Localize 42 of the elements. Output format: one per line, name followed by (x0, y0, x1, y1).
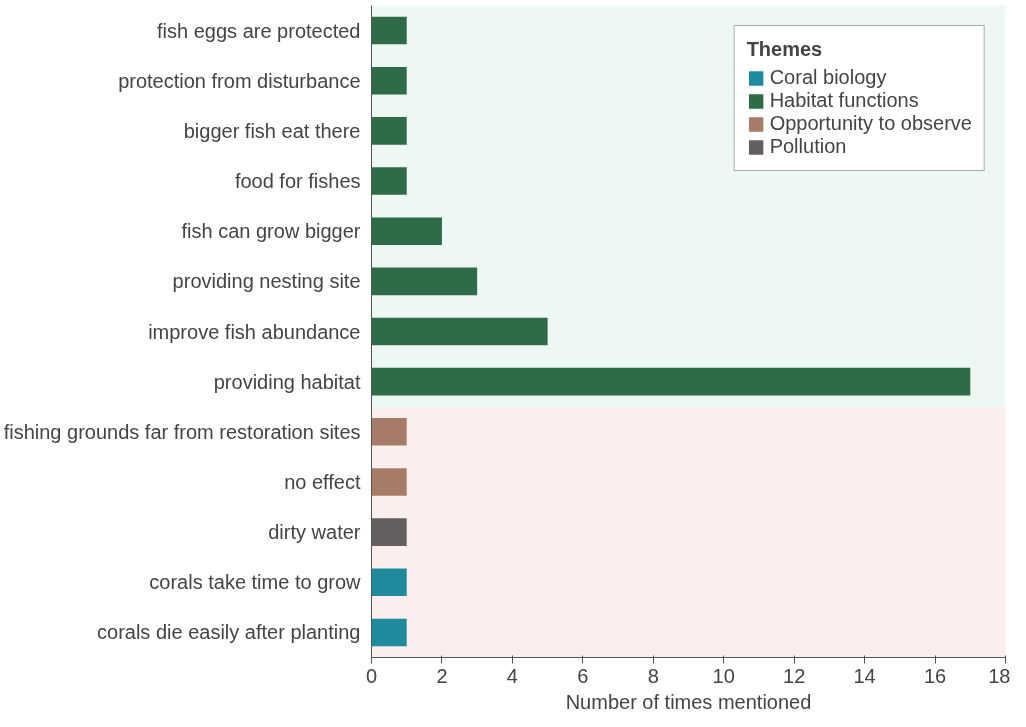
y-tick-label: providing habitat (213, 370, 361, 393)
legend-title: Themes (746, 38, 824, 61)
y-tick-label: bigger fish eat there (183, 119, 361, 142)
y-tick-label: improve fish abundance (148, 320, 361, 343)
y-tick-label: providing nesting site (172, 270, 361, 293)
bar (371, 518, 407, 546)
x-tick-label: 10 (712, 664, 735, 687)
x-axis-title: Number of times mentioned (565, 690, 812, 713)
bar (371, 117, 407, 145)
bar (371, 618, 407, 647)
bar (371, 468, 407, 496)
x-tick-label: 2 (436, 664, 448, 687)
x-tick-label: 16 (923, 664, 947, 687)
x-tick-label: 6 (577, 664, 589, 687)
y-tick-label: food for fishes (234, 170, 361, 193)
legend-label: Habitat functions (769, 89, 919, 112)
y-tick-label: corals die easily after planting (97, 621, 361, 644)
bar (371, 367, 971, 396)
x-tick-label: 8 (647, 664, 659, 687)
x-tick-label: 0 (365, 664, 378, 687)
bar (371, 16, 407, 45)
y-tick-label: fish can grow bigger (181, 220, 361, 243)
x-tick-label: 12 (783, 664, 806, 687)
bar (371, 418, 407, 446)
bar (371, 568, 407, 597)
bar (371, 217, 442, 245)
y-tick-label: protection from disturbance (118, 69, 361, 92)
bar (371, 167, 407, 195)
x-tick-label: 18 (988, 664, 1011, 687)
y-tick-label: fish eggs are protected (157, 19, 361, 42)
legend-label: Coral biology (769, 66, 887, 89)
bar (371, 267, 478, 296)
legend-label: Pollution (769, 135, 847, 158)
x-tick-label: 4 (506, 664, 518, 687)
y-tick-label: no effect (284, 470, 361, 493)
y-tick-label: fishing grounds far from restoration sites (3, 420, 361, 443)
y-tick-label: corals take time to grow (149, 571, 362, 594)
x-tick-label: 14 (853, 664, 876, 687)
y-tick-label: dirty water (268, 521, 361, 544)
bar (371, 317, 548, 346)
legend-label: Opportunity to observe (769, 112, 972, 135)
bar (371, 66, 407, 95)
